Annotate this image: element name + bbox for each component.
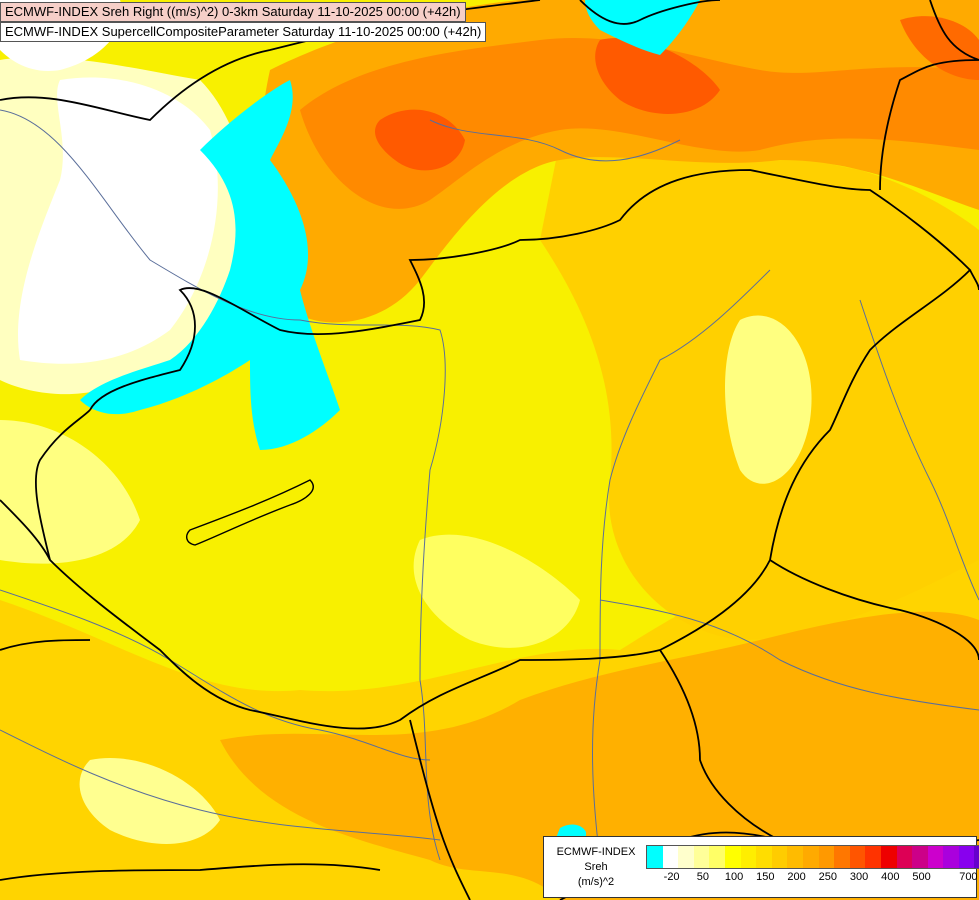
pale-patch-center (413, 534, 580, 648)
legend-tick-labels: -20 50 100 150 200 250 300 400 500 700 (646, 871, 978, 887)
pale-patch-east (725, 315, 812, 484)
river-east (859, 299, 979, 601)
cyan-field-north (585, 0, 700, 55)
river-sava (0, 729, 441, 841)
legend-swatch (724, 846, 741, 868)
legend-swatch (693, 846, 710, 868)
cyan-field-south (556, 824, 586, 838)
legend-swatch (896, 846, 913, 868)
border-hungary (34, 169, 972, 730)
legend: ECMWF-INDEX Sreh (m/s)^2 -20 50 100 150 200 2… (543, 836, 979, 898)
legend-swatch (958, 846, 975, 868)
legend-tick: 50 (696, 871, 709, 883)
legend-label: ECMWF-INDEX Sreh (m/s)^2 (548, 845, 644, 890)
legend-swatch (943, 846, 959, 868)
rivers (0, 109, 979, 861)
legend-swatch (834, 846, 850, 868)
legend-tick: 200 (787, 871, 806, 883)
title-sreh: ECMWF-INDEX Sreh Right ((m/s)^2) 0-3km S… (0, 2, 466, 22)
legend-swatch (740, 846, 757, 868)
legend-color-scale (646, 845, 979, 869)
river-maros (599, 599, 979, 711)
legend-tick: 400 (881, 871, 900, 883)
legend-tick: 300 (849, 871, 869, 883)
legend-swatch (709, 846, 725, 868)
legend-tick: 250 (818, 871, 837, 883)
river-drava (0, 589, 431, 761)
legend-tick: 100 (724, 871, 744, 883)
legend-swatch (756, 846, 772, 868)
pale-patch-west (0, 420, 140, 564)
red-orange-patch-b (595, 38, 720, 114)
dark-orange-field-north (300, 37, 979, 209)
river-tisza (592, 269, 771, 861)
legend-swatch (927, 846, 944, 868)
legend-tick: 150 (756, 871, 775, 883)
border-northeast (579, 0, 979, 191)
orange-field-south (220, 611, 979, 900)
pale-patch-southwest (79, 758, 220, 844)
title-supercell: ECMWF-INDEX SupercellCompositeParameter … (0, 22, 487, 42)
legend-source: ECMWF-INDEX (556, 846, 636, 858)
legend-swatch (818, 846, 835, 868)
legend-swatch (849, 846, 866, 868)
red-orange-patch-c (900, 16, 979, 81)
legend-swatch (647, 846, 663, 868)
cyan-field-west (80, 80, 340, 450)
legend-swatch (771, 846, 788, 868)
legend-tick: -20 (663, 871, 680, 883)
legend-swatch (787, 846, 803, 868)
legend-swatch (662, 846, 679, 868)
white-field-core (18, 77, 218, 364)
legend-swatch (678, 846, 694, 868)
legend-swatch (802, 846, 819, 868)
legend-swatch (880, 846, 897, 868)
border-west (0, 499, 381, 881)
legend-unit: (m/s)^2 (577, 876, 615, 888)
legend-variable: Sreh (584, 861, 608, 873)
legend-tick: 700 (959, 871, 978, 883)
legend-swatch (974, 846, 979, 868)
legend-swatch (912, 846, 928, 868)
lake-balaton (186, 479, 314, 546)
legend-swatch (865, 846, 881, 868)
river-danube (0, 109, 446, 861)
river-north (429, 119, 681, 162)
legend-tick: 500 (912, 871, 931, 883)
